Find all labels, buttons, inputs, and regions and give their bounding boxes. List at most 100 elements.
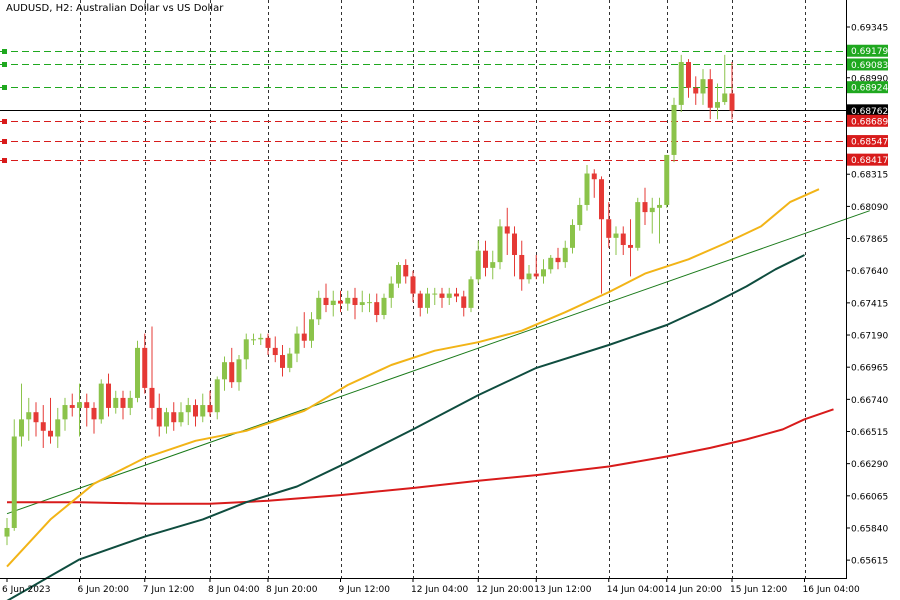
- candle[interactable]: [26, 397, 32, 441]
- candle[interactable]: [715, 83, 720, 120]
- candle[interactable]: [417, 290, 423, 317]
- candle[interactable]: [236, 355, 242, 391]
- candle[interactable]: [84, 393, 90, 427]
- candle[interactable]: [40, 405, 46, 448]
- candle[interactable]: [620, 226, 626, 255]
- candle[interactable]: [526, 264, 532, 284]
- candle[interactable]: [693, 76, 699, 105]
- candle[interactable]: [4, 517, 10, 546]
- candle[interactable]: [432, 287, 438, 306]
- candle[interactable]: [345, 290, 351, 311]
- candle[interactable]: [555, 247, 561, 270]
- candle[interactable]: [512, 226, 517, 277]
- candle[interactable]: [243, 333, 249, 370]
- candle[interactable]: [678, 54, 684, 113]
- candle[interactable]: [171, 402, 177, 431]
- candle[interactable]: [388, 276, 394, 308]
- candle[interactable]: [200, 393, 206, 423]
- candle[interactable]: [265, 333, 271, 356]
- candle[interactable]: [671, 97, 677, 163]
- candle[interactable]: [222, 356, 227, 391]
- candle[interactable]: [367, 293, 372, 313]
- candle[interactable]: [541, 259, 546, 284]
- candle[interactable]: [330, 290, 336, 317]
- candle[interactable]: [19, 383, 24, 447]
- candle[interactable]: [193, 399, 198, 427]
- candle[interactable]: [164, 407, 169, 434]
- candle[interactable]: [294, 326, 300, 363]
- candle[interactable]: [214, 376, 220, 420]
- candle[interactable]: [475, 240, 481, 284]
- candle[interactable]: [628, 219, 633, 277]
- candle[interactable]: [301, 312, 307, 348]
- candle[interactable]: [635, 197, 641, 251]
- candle[interactable]: [642, 187, 648, 225]
- candle[interactable]: [251, 333, 256, 346]
- candle[interactable]: [106, 373, 111, 417]
- candle[interactable]: [48, 397, 53, 444]
- candle[interactable]: [577, 197, 583, 231]
- candle[interactable]: [490, 250, 496, 280]
- candle[interactable]: [229, 347, 235, 388]
- candle[interactable]: [287, 347, 293, 373]
- candle[interactable]: [258, 333, 264, 346]
- candle[interactable]: [381, 293, 387, 320]
- candle[interactable]: [519, 240, 525, 291]
- candle[interactable]: [142, 333, 148, 394]
- candle[interactable]: [649, 197, 655, 234]
- candle[interactable]: [686, 59, 691, 98]
- candle[interactable]: [446, 287, 452, 306]
- candle[interactable]: [591, 169, 597, 198]
- candle[interactable]: [454, 287, 459, 303]
- candle[interactable]: [178, 402, 184, 427]
- candle[interactable]: [77, 383, 82, 437]
- candle[interactable]: [316, 290, 322, 326]
- candle[interactable]: [468, 276, 474, 313]
- candle[interactable]: [425, 287, 430, 314]
- candle[interactable]: [584, 164, 590, 211]
- candle[interactable]: [548, 254, 554, 274]
- candle[interactable]: [700, 69, 706, 105]
- candle[interactable]: [657, 197, 662, 244]
- candle[interactable]: [729, 62, 735, 120]
- candle[interactable]: [359, 290, 365, 313]
- candle[interactable]: [352, 287, 358, 320]
- candle[interactable]: [410, 270, 416, 303]
- candle[interactable]: [533, 254, 539, 280]
- candle[interactable]: [722, 54, 728, 105]
- candle[interactable]: [396, 262, 401, 288]
- candle[interactable]: [120, 390, 126, 420]
- time-axis[interactable]: 6 Jun 2023 6 Jun 20:00 7 Jun 12:00 8 Jun 04…: [2, 578, 860, 595]
- candle[interactable]: [149, 326, 155, 420]
- candle[interactable]: [562, 240, 568, 268]
- candle[interactable]: [403, 259, 409, 284]
- candle[interactable]: [55, 407, 61, 448]
- candle[interactable]: [11, 419, 17, 531]
- candle[interactable]: [599, 176, 604, 294]
- candle[interactable]: [613, 226, 619, 255]
- price-axis[interactable]: 0.69345 0.68990 0.68315 0.68090 0.67865 0.676…: [846, 24, 888, 567]
- candle[interactable]: [374, 293, 380, 323]
- candle[interactable]: [272, 336, 278, 363]
- candle[interactable]: [62, 397, 68, 431]
- candlesticks[interactable]: [4, 54, 735, 546]
- candle[interactable]: [338, 290, 343, 313]
- candle[interactable]: [280, 345, 285, 377]
- candle[interactable]: [98, 379, 104, 424]
- candle[interactable]: [504, 207, 510, 255]
- candle[interactable]: [664, 154, 670, 208]
- candle[interactable]: [497, 219, 503, 270]
- candle[interactable]: [113, 390, 119, 414]
- candle[interactable]: [91, 402, 97, 434]
- candle[interactable]: [309, 312, 314, 348]
- candle[interactable]: [483, 240, 488, 277]
- candle[interactable]: [185, 397, 191, 426]
- candle[interactable]: [707, 69, 713, 120]
- candle[interactable]: [323, 283, 329, 313]
- candle[interactable]: [461, 290, 467, 317]
- candle[interactable]: [570, 219, 575, 254]
- candle[interactable]: [207, 390, 213, 417]
- candle[interactable]: [135, 340, 140, 403]
- candle[interactable]: [69, 393, 75, 417]
